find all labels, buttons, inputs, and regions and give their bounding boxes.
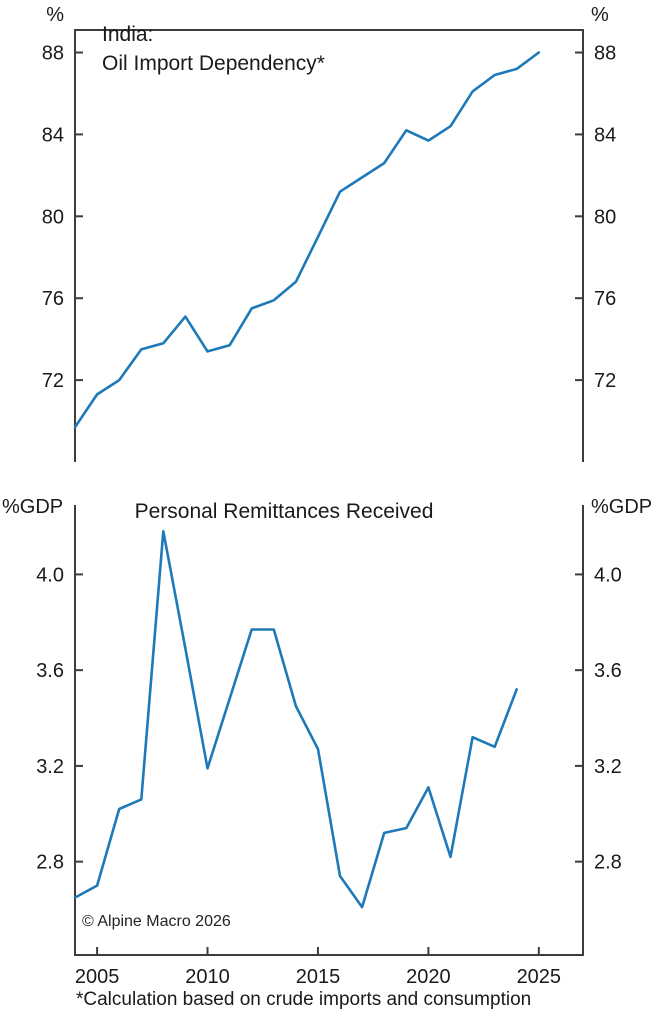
- top-panel-y-tick-label-right: 88: [594, 43, 616, 65]
- top-chart-title: India: Oil Import Dependency*: [102, 20, 325, 78]
- top-panel-y-tick-label-left: 76: [42, 288, 64, 310]
- top-panel-y-tick-label-right: 80: [594, 206, 616, 228]
- top-chart-title-line1: India:: [102, 23, 154, 46]
- bottom-chart-unit-right-label: %GDP: [591, 496, 653, 518]
- bottom-panel-x-tick-label: 2005: [75, 966, 120, 988]
- top-panel-y-tick-label-right: 72: [594, 370, 616, 392]
- top-panel-y-tick-label-right: 84: [594, 124, 616, 146]
- bottom-panel-y-tick-label-right: 3.6: [594, 660, 622, 682]
- top-chart-unit-right-label: %: [591, 4, 609, 26]
- bottom-panel-x-tick-label: 2020: [406, 966, 451, 988]
- bottom-panel-x-tick-label: 2010: [185, 966, 230, 988]
- bottom-chart-unit-left-label: %GDP: [2, 496, 64, 518]
- bottom-panel-data-line: [73, 529, 519, 909]
- bottom-panel-y-tick-label-right: 2.8: [594, 852, 622, 874]
- top-panel-y-tick-label-left: 72: [42, 370, 64, 392]
- top-panel-y-tick-label-left: 88: [42, 43, 64, 65]
- top-panel-y-tick-label-left: 80: [42, 206, 64, 228]
- top-panel-y-tick-label-left: 84: [42, 124, 64, 146]
- bottom-panel-y-tick-label-left: 4.0: [36, 564, 64, 586]
- copyright-label: © Alpine Macro 2026: [82, 913, 231, 930]
- top-panel-data-line: [73, 51, 541, 429]
- footnote-label: *Calculation based on crude imports and …: [76, 989, 532, 1010]
- top-chart-unit-left-label: %: [46, 4, 64, 26]
- bottom-chart-title: Personal Remittances Received: [134, 500, 434, 523]
- bottom-panel-y-tick-label-right: 4.0: [594, 564, 622, 586]
- bottom-panel-y-tick-label-left: 3.2: [36, 756, 64, 778]
- top-chart-title-line2: Oil Import Dependency*: [102, 52, 325, 75]
- top-panel-y-tick-label-right: 76: [594, 288, 616, 310]
- bottom-panel-x-tick-label: 2025: [517, 966, 562, 988]
- bottom-panel-y-tick-label-right: 3.2: [594, 756, 622, 778]
- bottom-panel-y-tick-label-left: 3.6: [36, 660, 64, 682]
- bottom-panel-y-tick-label-left: 2.8: [36, 852, 64, 874]
- bottom-panel-x-tick-label: 2015: [296, 966, 341, 988]
